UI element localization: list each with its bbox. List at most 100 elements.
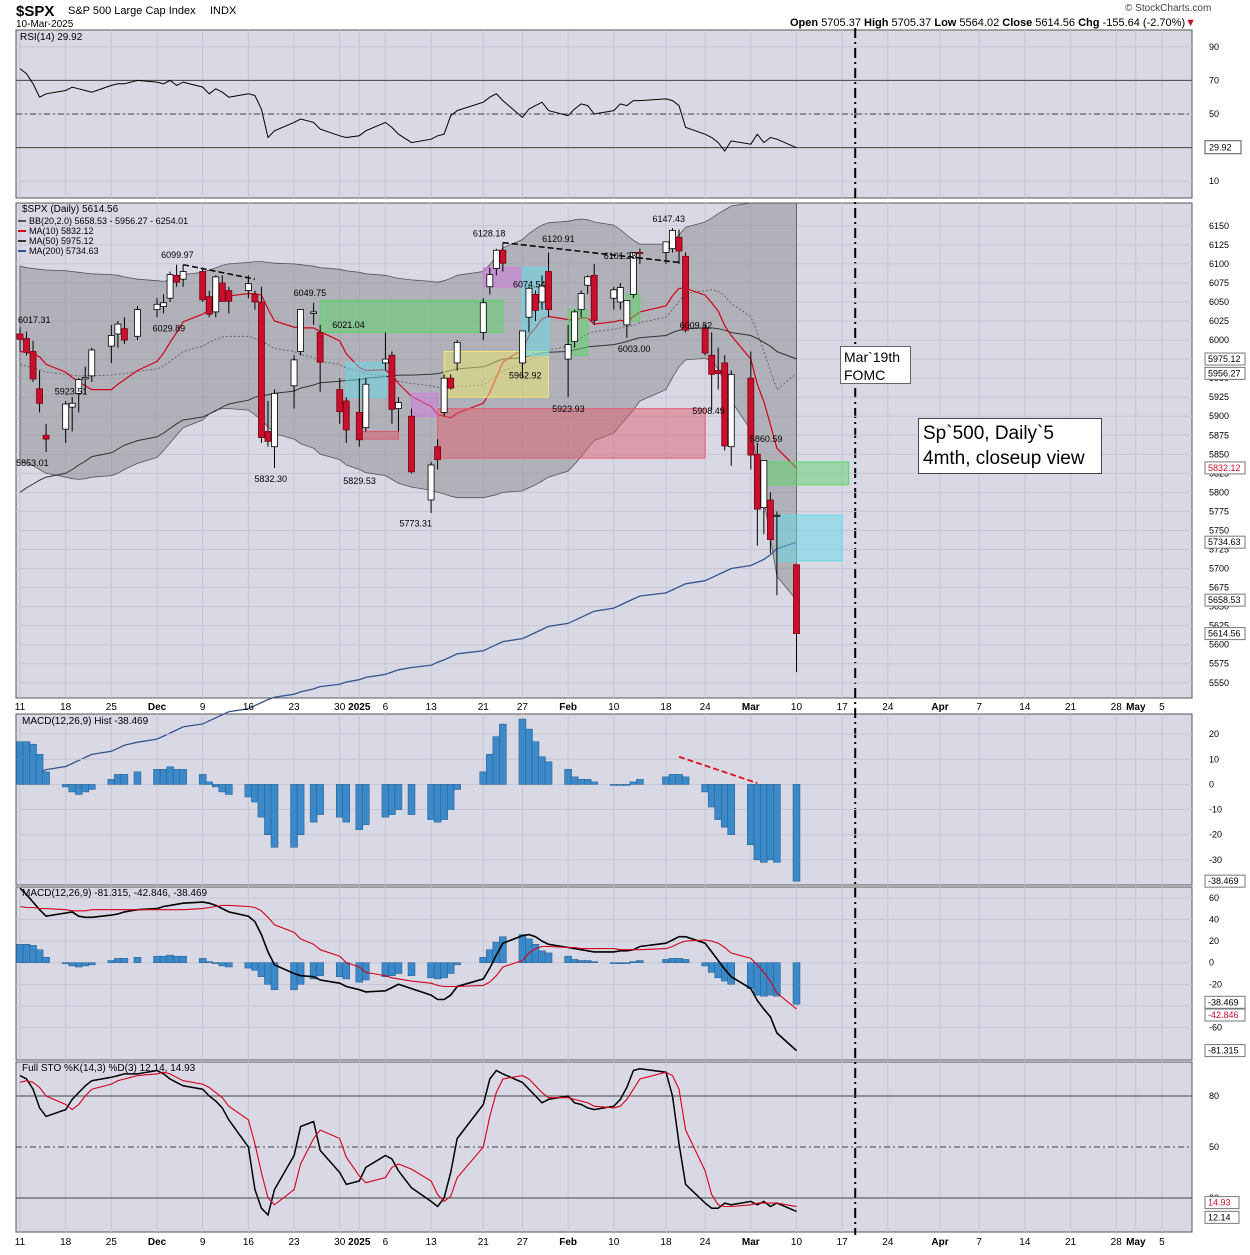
- hist-bar: [61, 784, 70, 788]
- price-tick-label: 6025: [1209, 316, 1229, 326]
- x-tick-label-bottom: 11: [15, 1237, 26, 1248]
- hist-bar: [747, 784, 755, 846]
- hist-bar: [760, 784, 768, 863]
- trendline-feb: [502, 241, 680, 264]
- macd-hist-bar: [407, 962, 416, 976]
- red-zone: [437, 408, 706, 459]
- candle-body: [16, 333, 24, 340]
- candle-body: [68, 402, 76, 408]
- sto-d-line: [19, 1071, 797, 1208]
- candle-body: [121, 328, 128, 341]
- rsi-last-box: [1204, 140, 1242, 155]
- price-tick-label: 5550: [1209, 678, 1229, 688]
- candle-body: [134, 309, 141, 337]
- price-tick-label: 6050: [1209, 297, 1229, 307]
- green-zone-4: [763, 461, 850, 486]
- candle-body: [447, 377, 455, 389]
- candle-body: [629, 252, 637, 295]
- hist-bar: [179, 769, 187, 785]
- price-tick-label: 6000: [1209, 335, 1229, 345]
- hist-bar: [727, 784, 735, 835]
- x-tick-label: 17: [837, 702, 849, 713]
- hist-bar: [381, 784, 390, 818]
- hist-bar: [166, 766, 174, 785]
- price-legend-entry: MA(10) 5832.12: [29, 226, 94, 236]
- candle-body: [153, 303, 161, 311]
- macd-last-box: [1204, 1044, 1246, 1058]
- hist-bar: [290, 784, 298, 848]
- x-tick-label: 16: [243, 702, 255, 713]
- price-annotation: 6128.18: [473, 228, 506, 238]
- candle-body: [766, 499, 774, 540]
- macd-title: MACD(12,26,9) -81.315, -42.846, -38.469: [22, 888, 208, 899]
- hist-bar: [662, 776, 670, 785]
- candle-body: [62, 403, 70, 430]
- price-last-label: 5956.27: [1208, 368, 1241, 378]
- trendline-dec: [182, 263, 256, 280]
- candle-body: [747, 377, 755, 456]
- price-last-label: 5734.63: [1208, 537, 1241, 547]
- hist-bar: [773, 784, 781, 863]
- macd-hist-bar: [244, 962, 253, 969]
- x-tick-label-bottom: 13: [426, 1237, 438, 1248]
- x-tick-label: 10: [608, 702, 620, 713]
- candle-body: [408, 415, 415, 473]
- hist-bar: [570, 776, 579, 785]
- candle-body: [160, 302, 167, 307]
- candle-body: [244, 283, 252, 291]
- hist-title: MACD(12,26,9) Hist -38.469: [22, 716, 149, 727]
- candle-body: [42, 434, 50, 440]
- price-tick-label: 6075: [1209, 278, 1229, 288]
- hist-bar: [198, 774, 207, 785]
- price-annotation: 6074.54: [513, 279, 546, 289]
- x-tick-label-bottom: 28: [1111, 1237, 1123, 1248]
- hist-tick-label: -10: [1209, 805, 1222, 815]
- x-tick-label-bottom: 10: [608, 1237, 620, 1248]
- price-tick-label: 5625: [1209, 621, 1229, 631]
- x-tick-label: 10: [791, 702, 803, 713]
- hist-bar: [583, 779, 592, 785]
- price-last-label: 5975.12: [1208, 354, 1241, 364]
- hist-bar: [296, 784, 305, 835]
- hist-bar: [499, 723, 507, 785]
- hist-bar: [270, 784, 279, 848]
- price-tick-label: 5725: [1209, 545, 1229, 555]
- price-last-label: 5832.12: [1208, 463, 1241, 473]
- low-value: 5564.02: [959, 17, 1000, 29]
- macd-tick-label: 40: [1209, 914, 1219, 924]
- x-tick-label: 2025: [348, 702, 371, 713]
- price-annotation: 6009.82: [680, 321, 713, 331]
- price-tick-label: 5600: [1209, 640, 1229, 650]
- hist-bar: [668, 774, 677, 785]
- x-tick-label-bottom: 23: [288, 1237, 300, 1248]
- x-tick-label: May: [1126, 702, 1146, 713]
- candle-body: [701, 328, 709, 354]
- price-last-box: [1204, 535, 1246, 549]
- price-legend-entry: BB(20,2.0) 5658.53 - 5956.27 - 6254.01: [29, 216, 188, 226]
- x-tick-label: 18: [660, 702, 672, 713]
- price-annotation: 6120.91: [542, 234, 575, 244]
- candle-body: [662, 241, 670, 253]
- fomc-line1: Mar`19th: [844, 349, 901, 365]
- macd-hist-bar: [675, 958, 683, 963]
- macd-hist-bar: [590, 961, 598, 963]
- macd-hist-bar: [172, 955, 181, 963]
- hist-bar: [427, 784, 435, 820]
- price-tick-label: 5750: [1209, 525, 1229, 535]
- x-tick-label-bottom: 21: [478, 1237, 490, 1248]
- macd-hist-bar: [22, 944, 31, 963]
- hist-bar: [22, 741, 31, 785]
- price-tick-label: 6125: [1209, 240, 1229, 250]
- close-label: Close: [1002, 17, 1033, 29]
- ma50-line: [19, 327, 797, 493]
- macd-hist-bar: [479, 957, 488, 963]
- macd-hist-bar: [166, 954, 174, 963]
- close-value: 5614.56: [1035, 17, 1076, 29]
- hist-bar: [153, 769, 161, 785]
- hist-last-box: [1204, 874, 1246, 888]
- macd-hist-bar: [342, 962, 351, 980]
- bb-mid-line: [19, 289, 797, 391]
- x-tick-label: Mar: [742, 702, 760, 713]
- hist-bar: [538, 756, 546, 785]
- macd-hist-bar: [747, 962, 755, 989]
